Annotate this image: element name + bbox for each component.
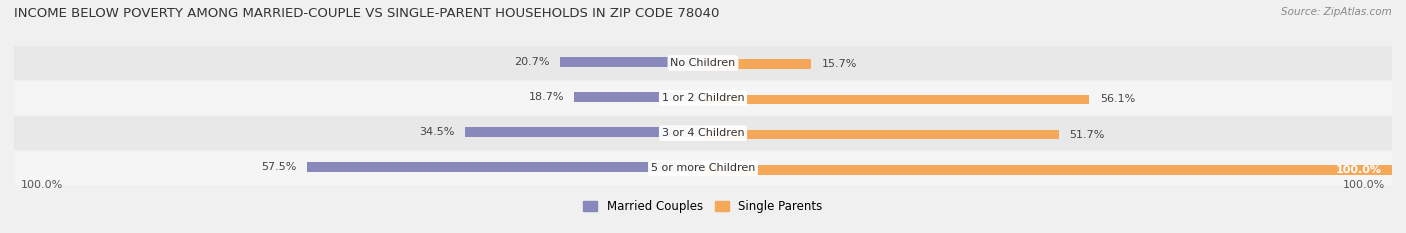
Text: 18.7%: 18.7% (529, 92, 564, 102)
Bar (307, 162, 703, 172)
Bar (465, 127, 703, 137)
FancyBboxPatch shape (14, 46, 1392, 80)
Text: 3 or 4 Children: 3 or 4 Children (662, 128, 744, 138)
FancyBboxPatch shape (14, 151, 1392, 185)
Text: 1 or 2 Children: 1 or 2 Children (662, 93, 744, 103)
Bar (574, 92, 703, 102)
Text: INCOME BELOW POVERTY AMONG MARRIED-COUPLE VS SINGLE-PARENT HOUSEHOLDS IN ZIP COD: INCOME BELOW POVERTY AMONG MARRIED-COUPL… (14, 7, 720, 20)
Text: 100.0%: 100.0% (1336, 165, 1382, 175)
Text: 15.7%: 15.7% (821, 59, 856, 69)
FancyBboxPatch shape (14, 81, 1392, 115)
FancyBboxPatch shape (14, 116, 1392, 150)
Text: 100.0%: 100.0% (21, 180, 63, 190)
Bar (703, 95, 1090, 104)
Bar (703, 165, 1392, 175)
Text: No Children: No Children (671, 58, 735, 68)
Bar (703, 130, 1059, 140)
Text: 57.5%: 57.5% (262, 162, 297, 172)
Text: 51.7%: 51.7% (1070, 130, 1105, 140)
Text: Source: ZipAtlas.com: Source: ZipAtlas.com (1281, 7, 1392, 17)
Text: 34.5%: 34.5% (419, 127, 456, 137)
Legend: Married Couples, Single Parents: Married Couples, Single Parents (579, 195, 827, 218)
Text: 100.0%: 100.0% (1343, 180, 1385, 190)
Text: 56.1%: 56.1% (1099, 95, 1135, 104)
Text: 20.7%: 20.7% (515, 57, 550, 67)
Bar (703, 59, 811, 69)
Text: 5 or more Children: 5 or more Children (651, 163, 755, 173)
Bar (561, 57, 703, 66)
